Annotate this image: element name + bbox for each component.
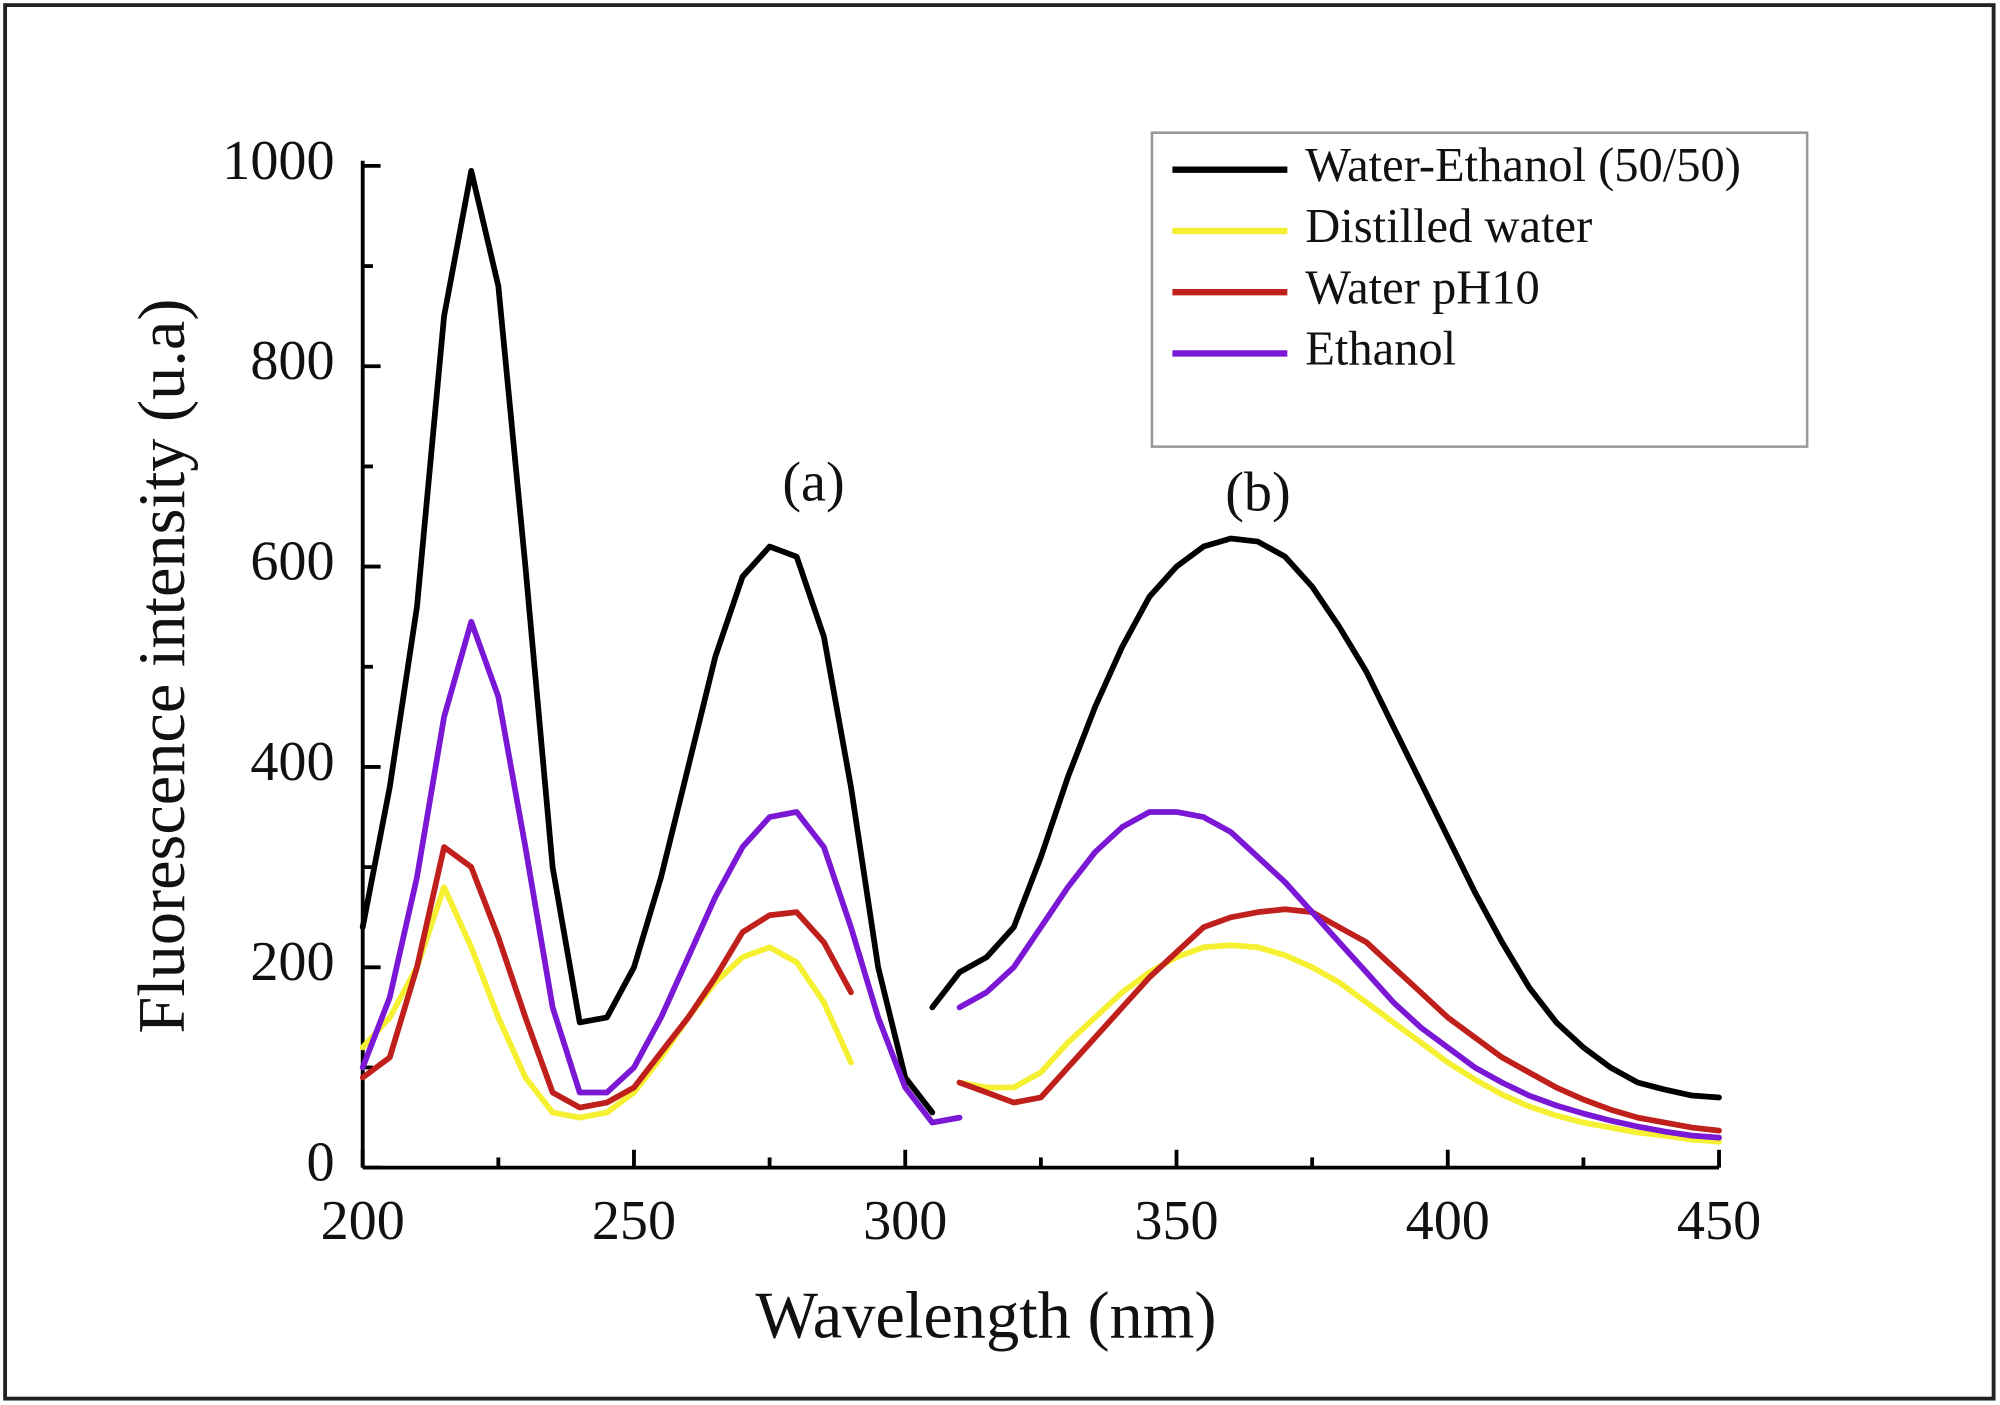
x-tick-label: 450: [1677, 1190, 1761, 1252]
annotation: (b): [1225, 462, 1291, 524]
x-tick-label: 400: [1406, 1190, 1490, 1252]
legend-label: Water pH10: [1305, 261, 1540, 314]
annotation: (a): [782, 451, 844, 513]
y-tick-label: 600: [250, 530, 334, 592]
y-tick-label: 400: [250, 731, 334, 793]
y-tick-label: 1000: [222, 130, 334, 192]
x-axis-title: Wavelength (nm): [755, 1279, 1216, 1352]
series-line: [359, 844, 1722, 1134]
legend-label: Water-Ethanol (50/50): [1305, 139, 1741, 192]
x-tick-label: 200: [321, 1190, 405, 1252]
y-tick-label: 0: [307, 1132, 335, 1194]
series-line: [359, 884, 1722, 1145]
y-tick-label: 800: [250, 330, 334, 392]
legend-label: Distilled water: [1305, 200, 1592, 253]
x-tick-label: 300: [863, 1190, 947, 1252]
series-line: [359, 618, 1722, 1141]
frame: [3, 3, 1996, 1401]
y-tick-label: 200: [250, 931, 334, 993]
legend-label: Ethanol: [1305, 323, 1456, 376]
x-tick-label: 350: [1134, 1190, 1218, 1252]
series-line: [359, 168, 1722, 1116]
y-axis-title: Fluorescence intensity (u.a): [126, 299, 199, 1034]
x-tick-label: 250: [592, 1190, 676, 1252]
